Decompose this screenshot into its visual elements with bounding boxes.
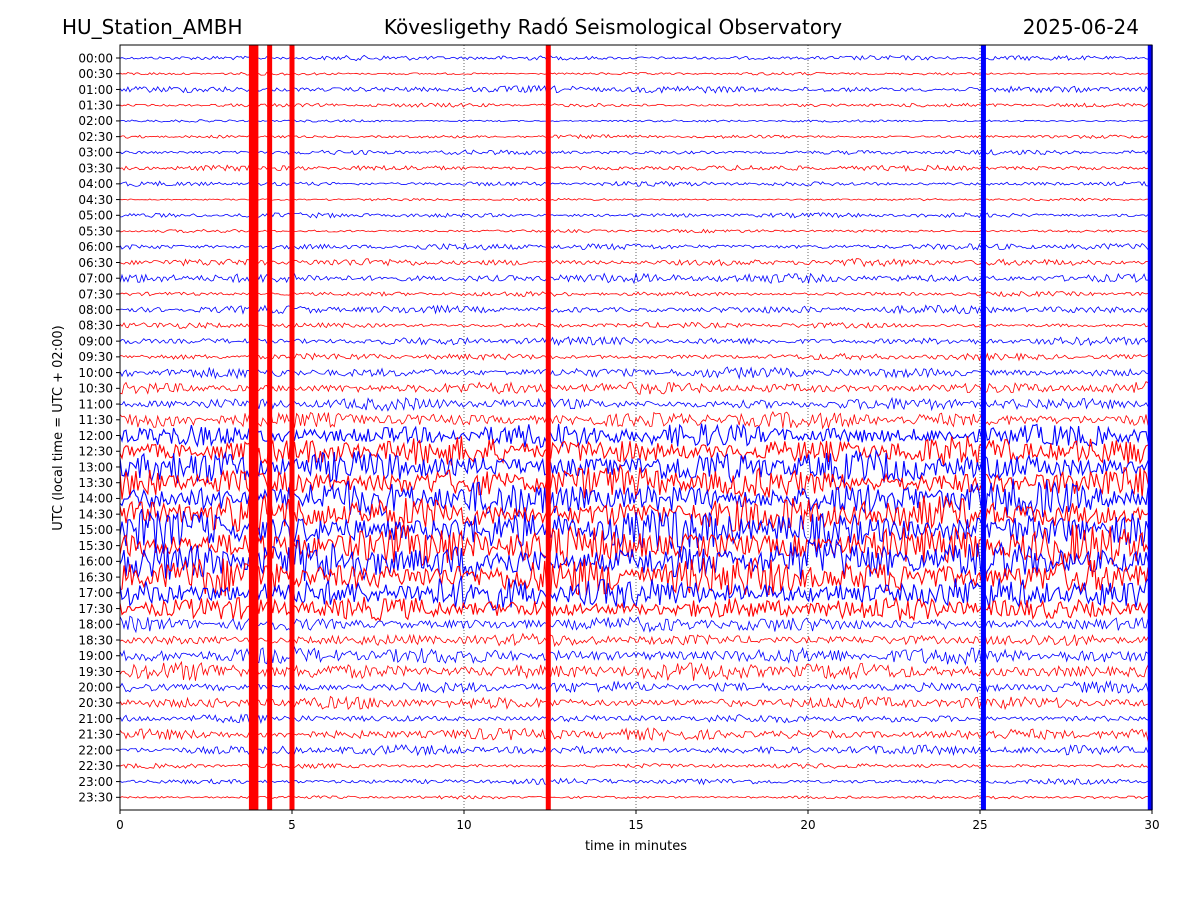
x-tick-label: 5 [288, 818, 296, 832]
trace-row [119, 660, 1153, 681]
y-tick-label: 00:00 [78, 51, 113, 65]
vertical-events [248, 45, 1153, 810]
y-tick-label: 01:30 [78, 98, 113, 112]
y-tick-label: 20:30 [78, 696, 113, 710]
x-tick-label: 10 [456, 818, 471, 832]
vertical-event-mark [289, 45, 295, 810]
x-tick-label: 20 [800, 818, 815, 832]
station-name: HU_Station_AMBH [62, 15, 243, 39]
y-tick-label: 15:00 [78, 523, 113, 537]
y-tick-label: 05:00 [78, 209, 113, 223]
y-tick-label: 15:30 [78, 539, 113, 553]
y-tick-label: 16:00 [78, 555, 113, 569]
y-tick-label: 13:00 [78, 460, 113, 474]
vertical-event-mark [545, 45, 551, 810]
y-tick-label: 09:30 [78, 350, 113, 364]
y-tick-label: 22:30 [78, 759, 113, 773]
trace-row [119, 575, 1153, 611]
y-tick-label: 03:30 [78, 161, 113, 175]
y-tick-label: 11:30 [78, 413, 113, 427]
y-tick-label: 17:00 [78, 586, 113, 600]
vertical-event-mark [248, 45, 254, 810]
y-tick-label: 22:00 [78, 743, 113, 757]
y-tick-label: 20:00 [78, 681, 113, 695]
vertical-event-mark [980, 45, 986, 810]
vertical-event-mark [1147, 45, 1153, 810]
y-tick-label: 02:30 [78, 130, 113, 144]
trace-row [119, 164, 1153, 172]
y-tick-label: 04:00 [78, 177, 113, 191]
y-tick-label: 11:00 [78, 397, 113, 411]
trace-row [119, 258, 1153, 268]
y-tick-label: 12:30 [78, 445, 113, 459]
y-tick-label: 01:00 [78, 83, 113, 97]
y-tick-label: 21:00 [78, 712, 113, 726]
y-tick-label: 08:30 [78, 319, 113, 333]
vertical-event-mark [253, 45, 259, 810]
trace-row [119, 71, 1152, 76]
y-tick-label: 12:00 [78, 429, 113, 443]
x-tick-label: 25 [972, 818, 987, 832]
record-date: 2025-06-24 [1022, 15, 1139, 39]
trace-row [119, 713, 1153, 725]
y-tick-label: 09:00 [78, 334, 113, 348]
y-tick-label: 19:00 [78, 649, 113, 663]
y-tick-label: 07:30 [78, 287, 113, 301]
trace-row [119, 272, 1153, 285]
y-tick-label: 06:00 [78, 240, 113, 254]
trace-row [119, 762, 1153, 769]
trace-row [119, 102, 1153, 108]
x-tick-label: 0 [116, 818, 124, 832]
y-tick-label: 21:30 [78, 728, 113, 742]
grid-lines [291, 45, 981, 810]
y-tick-label: 03:00 [78, 146, 113, 160]
y-tick-label: 17:30 [78, 602, 113, 616]
y-tick-label: 10:00 [78, 366, 113, 380]
trace-row [119, 84, 1153, 95]
trace-row [119, 646, 1153, 666]
y-tick-label: 02:00 [78, 114, 113, 128]
x-tick-label: 15 [628, 818, 643, 832]
y-tick-label: 13:30 [78, 476, 113, 490]
y-tick-label: 10:30 [78, 382, 113, 396]
y-tick-label: 08:00 [78, 303, 113, 317]
y-tick-label: 06:30 [78, 256, 113, 270]
y-tick-label: 19:30 [78, 665, 113, 679]
x-tick-label: 30 [1144, 818, 1159, 832]
y-tick-label: 00:30 [78, 67, 113, 81]
y-tick-label: 18:30 [78, 633, 113, 647]
y-tick-label: 14:00 [78, 492, 113, 506]
vertical-event-mark [267, 45, 273, 810]
y-tick-label: 18:00 [78, 618, 113, 632]
y-axis-label: UTC (local time = UTC + 02:00) [51, 325, 66, 530]
trace-row [119, 335, 1153, 347]
y-tick-label: 04:30 [78, 193, 113, 207]
x-axis-label: time in minutes [585, 839, 687, 854]
y-tick-label: 07:00 [78, 272, 113, 286]
y-tick-label: 05:30 [78, 224, 113, 238]
y-tick-label: 23:30 [78, 791, 113, 805]
y-tick-label: 14:30 [78, 507, 113, 521]
y-tick-label: 23:00 [78, 775, 113, 789]
observatory-title: Kövesligethy Radó Seismological Observat… [383, 15, 843, 39]
y-tick-label: 16:30 [78, 570, 113, 584]
x-axis-ticks: 0 5 10 15 20 25 30 [116, 810, 1160, 832]
